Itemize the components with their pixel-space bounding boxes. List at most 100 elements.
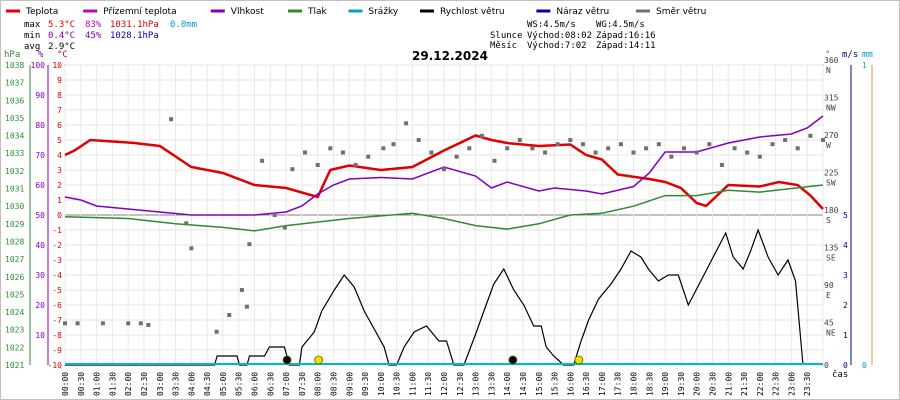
x-tick: 08:30 xyxy=(329,372,338,396)
wind-dir-point xyxy=(260,158,265,163)
x-tick: 09:30 xyxy=(361,372,370,396)
stats-max-hum: 83% xyxy=(85,20,102,30)
legend-label: Srážky xyxy=(368,7,399,17)
sunrise-marker xyxy=(314,355,324,365)
dir-tick: 90 xyxy=(824,281,834,290)
stats-min-hum: 45% xyxy=(85,31,102,41)
hpa-tick: 1023 xyxy=(5,326,24,335)
dir-tick-compass: NE xyxy=(826,329,836,338)
series-smer-vetru xyxy=(63,117,825,334)
wind-dir-point xyxy=(821,138,825,142)
x-tick: 11:30 xyxy=(424,372,433,396)
wind-dir-point xyxy=(315,163,320,167)
x-tick: 05:00 xyxy=(219,372,228,396)
wind-dir-point xyxy=(568,138,573,142)
x-tick: 12:30 xyxy=(456,372,465,396)
stats-avg-label: avg xyxy=(24,42,40,52)
dir-tick: 135 xyxy=(824,244,839,253)
pct-tick: 40 xyxy=(35,241,45,250)
dir-tick: 360 xyxy=(824,56,839,65)
wind-dir-point xyxy=(146,323,151,327)
wind-dir-point xyxy=(694,150,699,155)
wind-dir-point xyxy=(606,146,611,151)
hpa-tick: 1025 xyxy=(5,290,24,299)
x-tick: 04:30 xyxy=(203,372,212,396)
legend-label: Vlhkost xyxy=(231,7,264,17)
temp-tick: 7 xyxy=(57,106,62,115)
ms-tick: 5 xyxy=(843,211,848,220)
legend-item-6: Náraz větru xyxy=(536,7,609,17)
ms-tick: 2 xyxy=(843,301,848,310)
wind-dir-point xyxy=(353,163,358,167)
temp-tick: 4 xyxy=(57,151,62,160)
dir-tick: 45 xyxy=(824,319,834,328)
wind-dir-point xyxy=(328,146,333,151)
wind-dir-point xyxy=(669,154,674,159)
wind-dir-point xyxy=(126,321,131,326)
wind-dir-point xyxy=(757,154,762,159)
hpa-tick: 1034 xyxy=(5,132,24,141)
wind-dir-point xyxy=(530,146,535,151)
axis-headers: hPa % °C ° m/s mm xyxy=(4,50,873,60)
wind-gust-max: WG:4.5m/s xyxy=(596,20,645,30)
wind-dir-point xyxy=(745,150,750,155)
axis-temp-unit: °C xyxy=(57,50,68,60)
temp-tick: -10 xyxy=(48,361,63,370)
wind-dir-point xyxy=(366,154,371,159)
temp-tick: -1 xyxy=(52,226,62,235)
sun-set: Západ:16:16 xyxy=(596,31,656,41)
stats-max-label: max xyxy=(24,20,41,30)
wind-dir-point xyxy=(244,304,249,309)
x-tick: 02:30 xyxy=(140,372,149,396)
wind-dir-point xyxy=(707,142,712,147)
x-tick: 01:00 xyxy=(93,372,102,396)
dir-tick: 180 xyxy=(824,206,839,215)
wind-dir-point xyxy=(631,150,636,155)
wind-dir-point xyxy=(340,150,345,155)
legend-label: Rychlost větru xyxy=(440,7,505,17)
pct-tick: 90 xyxy=(35,91,45,100)
wind-dir-point xyxy=(214,329,219,334)
wind-speed-max: WS:4.5m/s xyxy=(527,20,576,30)
wind-dir-point xyxy=(808,133,813,138)
stats-max-press: 1031.1hPa xyxy=(110,20,159,30)
series-vlhkost xyxy=(64,115,824,216)
pct-tick: 100 xyxy=(31,61,46,70)
chart-title: 29.12.2024 xyxy=(412,49,488,63)
wind-dir-point xyxy=(732,146,737,151)
axis-hpa-unit: hPa xyxy=(4,50,20,60)
temp-tick: 5 xyxy=(57,136,62,145)
wind-dir-point xyxy=(442,167,446,172)
legend-label: Náraz větru xyxy=(556,7,609,17)
x-tick: 14:30 xyxy=(519,372,528,396)
x-tick: 22:30 xyxy=(772,372,781,396)
hpa-tick: 1038 xyxy=(5,61,24,70)
x-tick: 17:30 xyxy=(614,372,623,396)
wind-dir-point xyxy=(416,138,421,142)
temp-tick: 0 xyxy=(57,211,62,220)
x-tick: 19:30 xyxy=(677,372,686,396)
x-tick: 13:30 xyxy=(487,372,496,396)
hpa-tick: 1032 xyxy=(5,167,24,176)
wind-dir-point xyxy=(239,288,244,292)
pct-tick: 70 xyxy=(35,151,45,160)
x-tick: 20:00 xyxy=(693,372,702,396)
wind-dir-point xyxy=(795,146,800,151)
hpa-tick: 1021 xyxy=(5,361,24,370)
mm-tick: 0 xyxy=(862,361,867,370)
x-tick: 10:30 xyxy=(393,372,402,396)
hpa-tick: 1033 xyxy=(5,149,24,158)
wind-dir-point xyxy=(272,213,277,217)
pct-tick: 80 xyxy=(35,121,45,130)
axis-pct-unit: % xyxy=(38,50,44,60)
x-tick: 16:30 xyxy=(582,372,591,396)
stats-min-temp: 0.4°C xyxy=(48,31,75,41)
legend-label: Teplota xyxy=(25,7,58,17)
hpa-tick: 1031 xyxy=(5,185,24,194)
x-tick: 11:00 xyxy=(408,372,417,396)
wind-dir-point xyxy=(303,150,307,155)
x-tick: 18:00 xyxy=(630,372,639,396)
pct-tick: 10 xyxy=(35,331,45,340)
x-tick: 00:30 xyxy=(77,372,86,396)
x-tick: 17:00 xyxy=(598,372,607,396)
